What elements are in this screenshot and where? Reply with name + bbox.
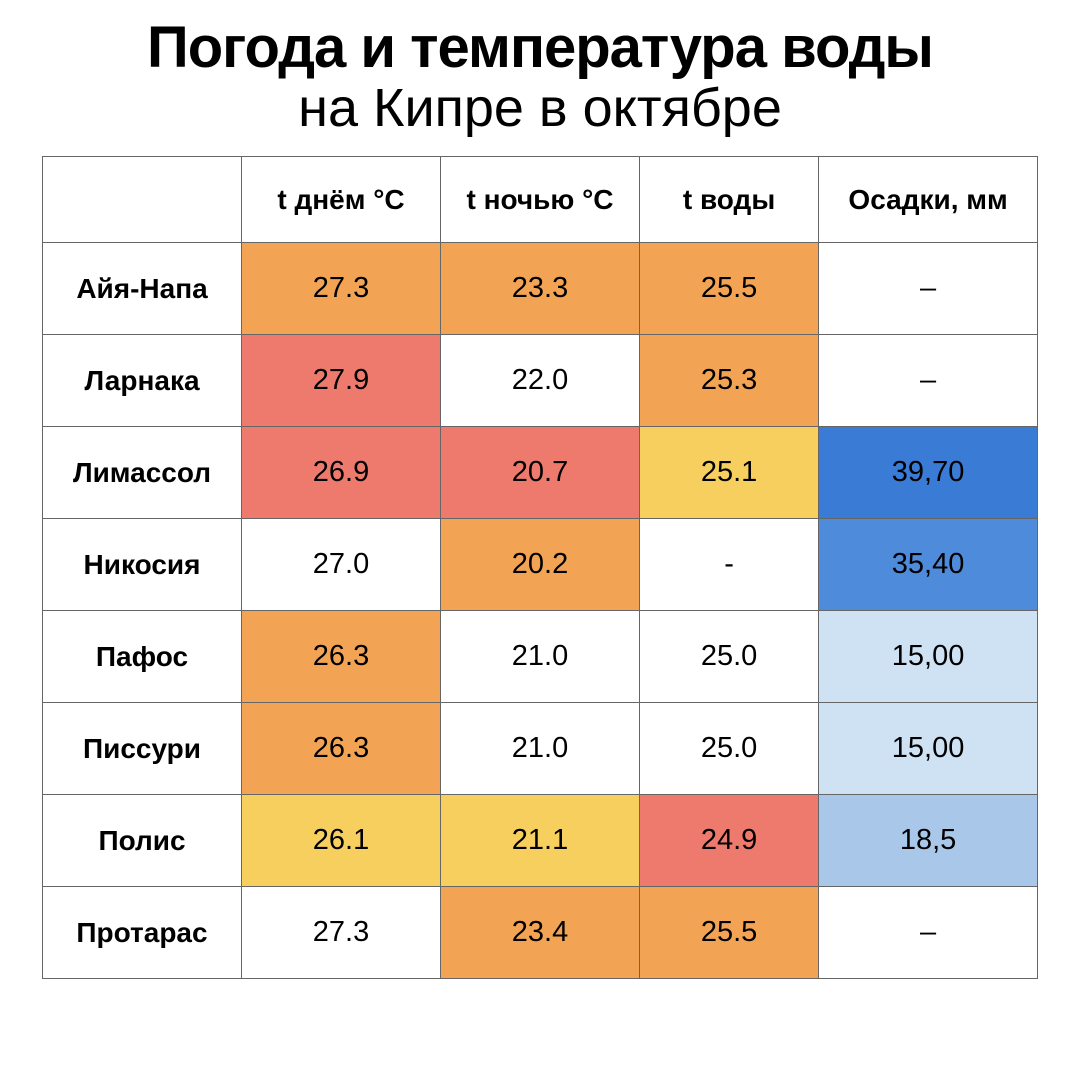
row-city: Ларнака (43, 335, 242, 427)
col-header: t воды (640, 157, 819, 243)
col-header: t днём °C (242, 157, 441, 243)
data-cell: 25.5 (640, 243, 819, 335)
data-cell: 24.9 (640, 795, 819, 887)
data-cell: 25.0 (640, 703, 819, 795)
data-cell: 20.7 (441, 427, 640, 519)
weather-table-wrap: t днём °Ct ночью °Ct водыОсадки, мм Айя-… (0, 156, 1080, 1009)
data-cell: 22.0 (441, 335, 640, 427)
table-row: Айя-Напа27.323.325.5– (43, 243, 1038, 335)
data-cell: 20.2 (441, 519, 640, 611)
title-bold: Погода и температура воды (0, 18, 1080, 79)
table-row: Писсури26.321.025.015,00 (43, 703, 1038, 795)
data-cell: – (819, 887, 1038, 979)
data-cell: 39,70 (819, 427, 1038, 519)
data-cell: 15,00 (819, 611, 1038, 703)
data-cell: 25.5 (640, 887, 819, 979)
data-cell: 27.3 (242, 887, 441, 979)
row-city: Писсури (43, 703, 242, 795)
data-cell: – (819, 335, 1038, 427)
data-cell: 15,00 (819, 703, 1038, 795)
data-cell: 26.3 (242, 703, 441, 795)
table-row: Полис26.121.124.918,5 (43, 795, 1038, 887)
table-row: Пафос26.321.025.015,00 (43, 611, 1038, 703)
row-city: Никосия (43, 519, 242, 611)
weather-table: t днём °Ct ночью °Ct водыОсадки, мм Айя-… (42, 156, 1038, 979)
data-cell: 25.0 (640, 611, 819, 703)
data-cell: 21.1 (441, 795, 640, 887)
row-city: Протарас (43, 887, 242, 979)
data-cell: 26.1 (242, 795, 441, 887)
data-cell: 23.3 (441, 243, 640, 335)
data-cell: 27.9 (242, 335, 441, 427)
row-city: Лимассол (43, 427, 242, 519)
table-row: Протарас27.323.425.5– (43, 887, 1038, 979)
data-cell: 25.1 (640, 427, 819, 519)
title-light: на Кипре в октябре (0, 79, 1080, 138)
table-row: Ларнака27.922.025.3– (43, 335, 1038, 427)
title-block: Погода и температура воды на Кипре в окт… (0, 0, 1080, 156)
row-city: Айя-Напа (43, 243, 242, 335)
data-cell: 21.0 (441, 611, 640, 703)
table-body: Айя-Напа27.323.325.5–Ларнака27.922.025.3… (43, 243, 1038, 979)
data-cell: - (640, 519, 819, 611)
data-cell: 27.0 (242, 519, 441, 611)
col-header: t ночью °C (441, 157, 640, 243)
data-cell: 21.0 (441, 703, 640, 795)
col-header-city (43, 157, 242, 243)
table-row: Лимассол26.920.725.139,70 (43, 427, 1038, 519)
data-cell: 25.3 (640, 335, 819, 427)
data-cell: 26.3 (242, 611, 441, 703)
data-cell: 26.9 (242, 427, 441, 519)
row-city: Полис (43, 795, 242, 887)
table-row: Никосия27.020.2-35,40 (43, 519, 1038, 611)
row-city: Пафос (43, 611, 242, 703)
col-header: Осадки, мм (819, 157, 1038, 243)
data-cell: – (819, 243, 1038, 335)
data-cell: 23.4 (441, 887, 640, 979)
data-cell: 18,5 (819, 795, 1038, 887)
data-cell: 35,40 (819, 519, 1038, 611)
table-head: t днём °Ct ночью °Ct водыОсадки, мм (43, 157, 1038, 243)
data-cell: 27.3 (242, 243, 441, 335)
